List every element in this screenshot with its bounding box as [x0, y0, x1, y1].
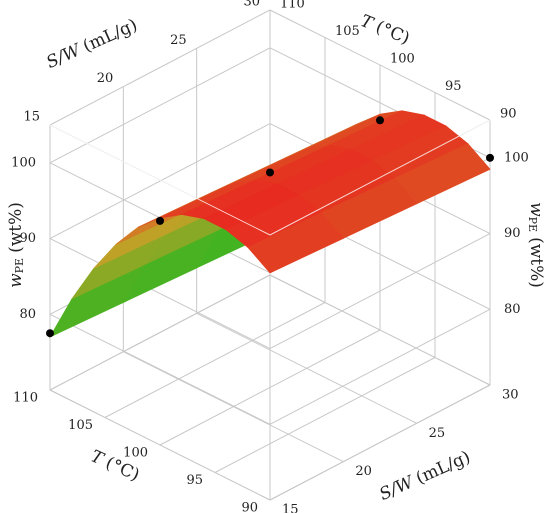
- tick-label: 100: [123, 446, 148, 461]
- tick-label: 95: [186, 473, 203, 488]
- tick-label: 90: [241, 501, 258, 513]
- data-point: [156, 216, 164, 225]
- x-axis-label: T(°C): [358, 11, 413, 49]
- tick-label: 105: [68, 418, 93, 433]
- tick-label: 80: [19, 307, 36, 322]
- tick-label: 110: [13, 391, 38, 406]
- grid-line: [214, 357, 436, 473]
- surface-patch: [247, 212, 344, 274]
- tick-label: 90: [504, 226, 521, 241]
- data-point: [376, 116, 384, 125]
- z-axis-label: wPE (wt%): [526, 202, 547, 288]
- tick-label: 90: [19, 231, 36, 246]
- tick-label: 20: [355, 464, 372, 479]
- tick-label: 30: [502, 388, 519, 403]
- label-unit: (wt%): [6, 202, 26, 253]
- label-subscript: PE: [526, 217, 539, 232]
- label-symbol: w: [527, 202, 547, 217]
- tick-label: 30: [243, 0, 260, 10]
- z-axis-label: wPE (wt%): [6, 202, 27, 288]
- grid-line: [49, 47, 271, 164]
- tick-label: 15: [23, 110, 40, 125]
- box-edge: [49, 9, 271, 126]
- grid-line: [104, 302, 326, 418]
- label-unit: (mL/g): [413, 447, 473, 489]
- label-symbol: S/W: [43, 39, 84, 72]
- box-edge: [49, 124, 271, 236]
- data-point: [486, 153, 494, 162]
- grid-line: [269, 308, 491, 425]
- grid-line: [269, 384, 491, 501]
- tick-label: 100: [390, 52, 415, 67]
- grid-line: [49, 238, 271, 350]
- label-unit: (°C): [373, 17, 413, 49]
- label-unit: (wt%): [527, 237, 547, 288]
- tick-label: 20: [97, 71, 114, 86]
- y-axis-label: S/W(mL/g): [376, 447, 473, 505]
- grid-line: [159, 329, 381, 446]
- tick-label: 15: [282, 503, 299, 513]
- grid-line: [269, 233, 491, 350]
- tick-label: 25: [170, 33, 187, 48]
- grid-line: [49, 274, 271, 391]
- tick-label: 95: [445, 79, 462, 94]
- label-unit: (mL/g): [80, 15, 140, 57]
- label-symbol: S/W: [376, 471, 417, 504]
- box-edge: [269, 119, 491, 236]
- data-point: [266, 168, 274, 177]
- data-point: [46, 329, 54, 338]
- tick-label: 80: [504, 302, 521, 317]
- grid-line: [49, 313, 271, 425]
- tick-label: 90: [500, 107, 517, 122]
- tick-label: 100: [11, 155, 36, 170]
- tick-label: 100: [504, 150, 529, 165]
- label-subscript: PE: [13, 258, 26, 273]
- y-axis-label: S/W(mL/g): [43, 15, 140, 73]
- grid-line: [49, 123, 271, 240]
- label-symbol: w: [6, 273, 26, 288]
- tick-label: 110: [280, 0, 305, 12]
- tick-label: 25: [429, 426, 446, 441]
- tick-label: 105: [335, 24, 360, 39]
